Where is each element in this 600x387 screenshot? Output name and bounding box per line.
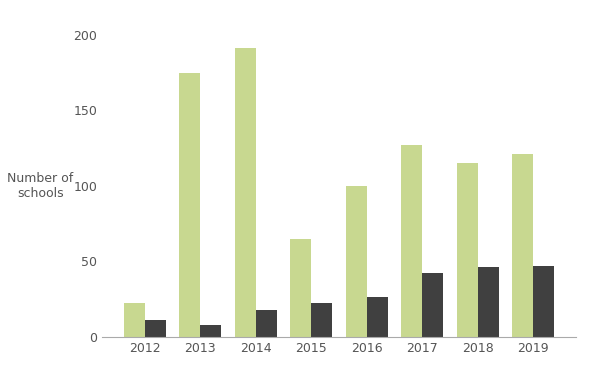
Bar	[235, 48, 256, 337]
Bar	[256, 310, 277, 337]
Bar	[145, 320, 166, 337]
Bar	[512, 154, 533, 337]
Bar	[179, 73, 200, 337]
Bar	[533, 266, 554, 337]
Bar	[367, 298, 388, 337]
Text: Number of
schools: Number of schools	[7, 172, 74, 200]
Bar	[478, 267, 499, 337]
Bar	[346, 186, 367, 337]
Bar	[311, 303, 332, 337]
Bar	[200, 325, 221, 337]
Bar	[457, 163, 478, 337]
Bar	[290, 238, 311, 337]
Bar	[401, 145, 422, 337]
Bar	[422, 273, 443, 337]
Bar	[124, 303, 145, 337]
